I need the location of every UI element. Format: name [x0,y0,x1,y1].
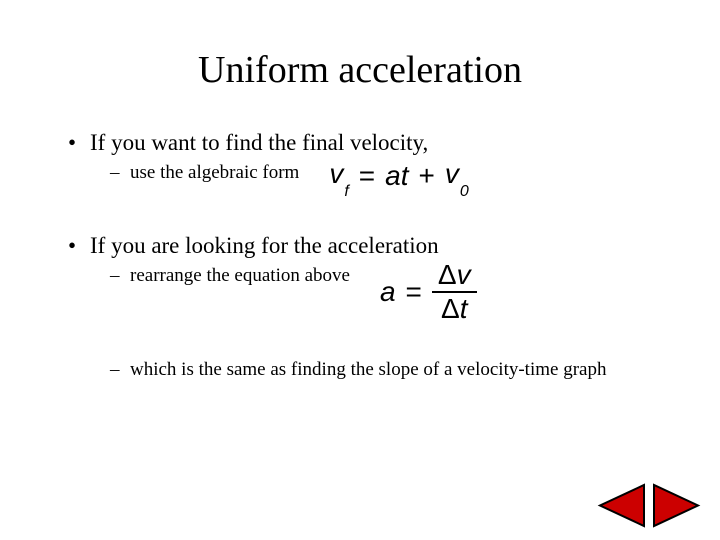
bullet-final-velocity: If you want to find the final velocity, [68,130,670,156]
sub-bullet-slope: which is the same as finding the slope o… [110,359,670,381]
eq2-num-v: v [457,259,471,290]
spacer [50,331,670,359]
arrow-right-icon [652,483,702,528]
page-title: Uniform acceleration [50,48,670,92]
eq2-delta-v: Δ [438,259,457,290]
eq2-fraction: Δv Δt [432,259,477,325]
sub-bullet-algebraic-form: use the algebraic form [110,162,299,184]
arrow-left-icon [596,483,646,528]
nav-controls [596,483,702,528]
eq1-sub-0: 0 [460,183,469,200]
eq2-den-t: t [460,293,468,324]
equation-a: a = Δv Δt [380,259,477,325]
eq1-v0: v [445,158,459,189]
equation-vf: vf = at + v0 [329,158,468,195]
eq1-t: t [401,160,409,191]
eq2-delta-t: Δ [441,293,460,324]
slide: Uniform acceleration If you want to find… [0,0,720,540]
eq1-sub-f: f [344,183,348,200]
eq2-a: a [380,276,396,308]
row-algebraic-form: use the algebraic form vf = at + v0 [50,162,670,199]
prev-button[interactable] [596,483,646,528]
spacer [50,199,670,233]
eq1-equals: = [359,160,375,192]
eq1-plus: + [419,160,435,192]
eq2-equals: = [406,276,422,308]
row-rearrange: rearrange the equation above a = Δv Δt [50,265,670,331]
sub-bullet-rearrange: rearrange the equation above [110,265,350,287]
next-button[interactable] [652,483,702,528]
eq1-v: v [329,158,343,189]
eq1-a: a [385,160,401,191]
bullet-acceleration: If you are looking for the acceleration [68,233,670,259]
